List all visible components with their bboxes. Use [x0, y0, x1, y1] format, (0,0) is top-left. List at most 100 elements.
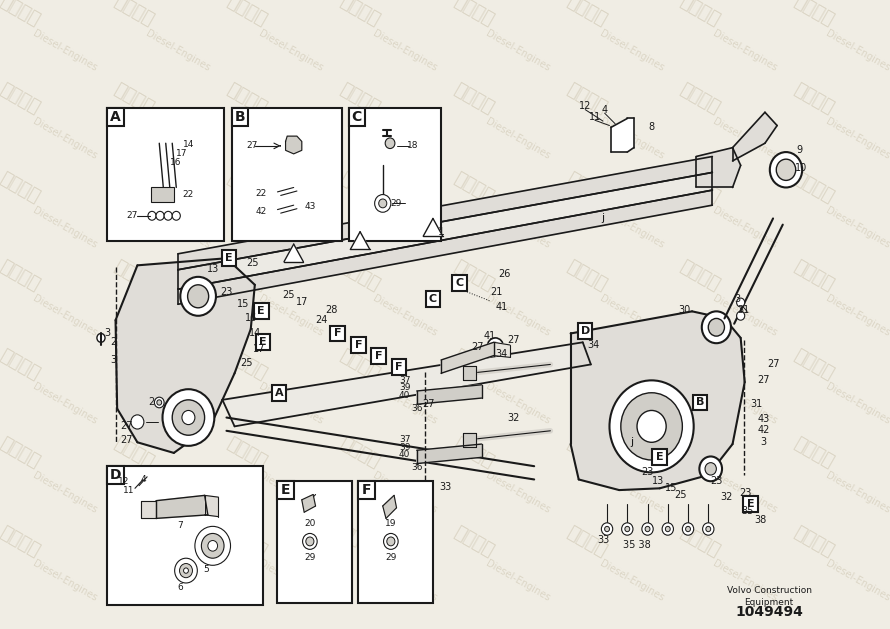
Text: 紫发动力: 紫发动力	[110, 346, 157, 383]
Text: 37: 37	[399, 376, 410, 385]
Text: 紫发动力: 紫发动力	[337, 435, 384, 472]
Text: Diesel-Engines: Diesel-Engines	[371, 28, 439, 73]
Text: 紫发动力: 紫发动力	[223, 81, 270, 118]
Text: Diesel-Engines: Diesel-Engines	[144, 470, 212, 515]
Circle shape	[610, 381, 693, 472]
Text: E: E	[259, 337, 267, 347]
Text: 27: 27	[423, 399, 435, 409]
Text: E: E	[257, 306, 265, 316]
Text: Diesel-Engines: Diesel-Engines	[144, 559, 212, 604]
Text: 31: 31	[751, 399, 763, 409]
Text: Diesel-Engines: Diesel-Engines	[257, 382, 325, 426]
Text: Diesel-Engines: Diesel-Engines	[824, 559, 890, 604]
Text: 27: 27	[121, 421, 134, 431]
Circle shape	[625, 526, 630, 532]
Text: 38: 38	[754, 515, 766, 525]
Bar	[452, 275, 467, 291]
Circle shape	[183, 568, 189, 573]
Text: j: j	[602, 213, 604, 223]
Text: 14: 14	[182, 140, 194, 150]
Text: j: j	[630, 437, 633, 447]
Text: Diesel-Engines: Diesel-Engines	[371, 470, 439, 515]
Text: 33: 33	[439, 482, 451, 491]
Text: 紫发动力: 紫发动力	[450, 346, 497, 383]
Polygon shape	[205, 496, 218, 516]
Circle shape	[306, 537, 314, 546]
Text: 7: 7	[177, 521, 183, 530]
Text: 紫发动力: 紫发动力	[790, 257, 837, 294]
Bar	[425, 291, 441, 307]
Text: Diesel-Engines: Diesel-Engines	[597, 28, 665, 73]
Text: Diesel-Engines: Diesel-Engines	[371, 559, 439, 604]
Text: 紫发动力: 紫发动力	[337, 169, 384, 206]
Text: 紫发动力: 紫发动力	[790, 0, 837, 29]
Text: Diesel-Engines: Diesel-Engines	[711, 116, 779, 161]
Text: 紫发动力: 紫发动力	[223, 523, 270, 560]
Text: 紫发动力: 紫发动力	[0, 81, 43, 118]
Text: 18: 18	[407, 142, 418, 150]
Text: 23: 23	[710, 476, 723, 486]
Text: 紫发动力: 紫发动力	[677, 523, 724, 560]
Text: Diesel-Engines: Diesel-Engines	[144, 205, 212, 250]
Text: Diesel-Engines: Diesel-Engines	[371, 116, 439, 161]
Text: Diesel-Engines: Diesel-Engines	[711, 293, 779, 338]
Circle shape	[621, 523, 633, 535]
Text: 29: 29	[304, 553, 316, 562]
Circle shape	[148, 211, 156, 220]
Text: Diesel-Engines: Diesel-Engines	[711, 28, 779, 73]
Circle shape	[685, 526, 691, 532]
Circle shape	[195, 526, 231, 565]
Text: 5: 5	[203, 565, 209, 574]
Text: Diesel-Engines: Diesel-Engines	[257, 559, 325, 604]
Polygon shape	[178, 172, 712, 289]
Circle shape	[700, 457, 722, 481]
Text: 紫发动力: 紫发动力	[0, 346, 43, 383]
Text: 16: 16	[245, 313, 257, 323]
Polygon shape	[116, 259, 255, 453]
Text: 33: 33	[597, 535, 609, 545]
Text: 29: 29	[391, 199, 402, 208]
Text: 紫发动力: 紫发动力	[677, 81, 724, 118]
Text: 23: 23	[642, 467, 654, 477]
Circle shape	[737, 311, 745, 320]
Text: F: F	[395, 362, 402, 372]
Text: 43: 43	[304, 203, 316, 211]
Circle shape	[181, 277, 216, 316]
Text: 41: 41	[496, 302, 508, 312]
Text: 27: 27	[767, 359, 780, 369]
Text: Diesel-Engines: Diesel-Engines	[824, 28, 890, 73]
Bar	[392, 359, 406, 375]
Circle shape	[637, 411, 666, 442]
Bar	[255, 335, 271, 350]
Text: 32: 32	[508, 413, 520, 423]
Text: 15: 15	[665, 483, 677, 493]
Text: 36: 36	[411, 464, 423, 472]
Text: B: B	[696, 398, 704, 408]
Text: Diesel-Engines: Diesel-Engines	[257, 116, 325, 161]
Text: 2: 2	[148, 398, 154, 408]
Text: E: E	[281, 483, 290, 497]
Text: Diesel-Engines: Diesel-Engines	[257, 28, 325, 73]
Text: Diesel-Engines: Diesel-Engines	[824, 382, 890, 426]
Bar	[743, 496, 757, 512]
Circle shape	[173, 400, 205, 435]
Circle shape	[157, 400, 162, 405]
Text: 14: 14	[248, 328, 261, 338]
Polygon shape	[383, 496, 397, 518]
Text: 27: 27	[507, 335, 520, 345]
Text: Diesel-Engines: Diesel-Engines	[144, 116, 212, 161]
Text: 紫发动力: 紫发动力	[563, 169, 610, 206]
Text: 紫发动力: 紫发动力	[563, 0, 610, 29]
Text: 17: 17	[176, 149, 188, 159]
Text: 紫发动力: 紫发动力	[110, 0, 157, 29]
Text: 34: 34	[495, 349, 507, 359]
Text: Diesel-Engines: Diesel-Engines	[371, 205, 439, 250]
Circle shape	[131, 415, 144, 429]
Bar	[222, 250, 236, 266]
Text: 27: 27	[121, 435, 134, 445]
Polygon shape	[696, 148, 740, 187]
Circle shape	[737, 298, 745, 307]
Circle shape	[156, 211, 164, 220]
Text: 26: 26	[498, 269, 510, 279]
Text: 27: 27	[471, 342, 484, 352]
